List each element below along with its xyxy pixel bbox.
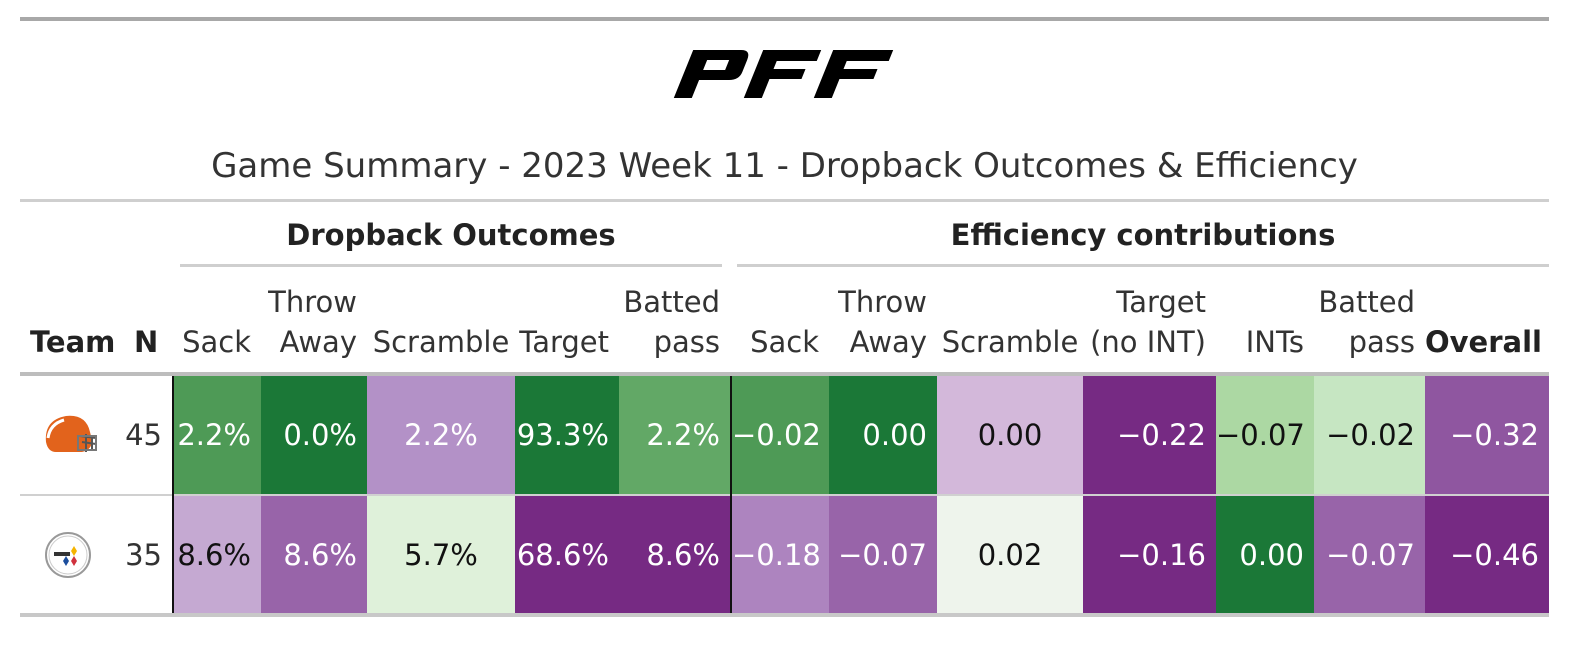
outcome-cell-0: 8.6%: [174, 496, 261, 614]
row-n: 45: [125, 418, 162, 452]
outcome-cell-0: 2.2%: [174, 376, 261, 494]
efficiency-cell-0: −0.18: [732, 496, 829, 614]
efficiency-cell-4: 0.00: [1216, 496, 1314, 614]
efficiency-cell-5: −0.02: [1314, 376, 1425, 494]
efficiency-cell-3: −0.16: [1083, 496, 1216, 614]
outcome-cell-1: 8.6%: [261, 496, 367, 614]
header-efficiency-1-line1: Throw: [838, 285, 927, 319]
header-outcomes-1-line1: Throw: [268, 285, 357, 319]
outcome-cell-4: 8.6%: [619, 496, 730, 614]
header-efficiency-2-line2: Scramble: [941, 325, 1079, 359]
efficiency-cell-5: −0.07: [1314, 496, 1425, 614]
efficiency-cell-0: −0.02: [732, 376, 829, 494]
overall-cell: −0.46: [1425, 496, 1549, 614]
spanner-rule-efficiency: [737, 264, 1549, 267]
efficiency-cell-1: −0.07: [829, 496, 937, 614]
header-overall: Overall: [1425, 325, 1542, 359]
pff-logo-icon: [673, 50, 894, 98]
steelers-logo-icon: [42, 532, 98, 578]
title-rule: [20, 199, 1549, 202]
efficiency-cell-1: 0.00: [829, 376, 937, 494]
header-efficiency-5-line1: Batted: [1318, 285, 1415, 319]
table-row: 35 8.6% 8.6% 5.7% 68.6% 8.6% −0.18 −0.07 0.02 −0.…: [0, 496, 1592, 614]
spanner-dropback-outcomes: Dropback Outcomes: [286, 218, 616, 252]
header-outcomes-3-line2: Target: [519, 325, 609, 359]
header-team: Team: [30, 325, 116, 359]
header-outcomes-0-line2: Sack: [182, 325, 251, 359]
row-n: 35: [125, 538, 162, 572]
outcome-cell-3: 68.6%: [515, 496, 619, 614]
table-title: Game Summary - 2023 Week 11 - Dropback O…: [211, 146, 1358, 186]
efficiency-cell-4: −0.07: [1216, 376, 1314, 494]
divider-middle: [730, 376, 732, 613]
header-efficiency-0-line2: Sack: [750, 325, 819, 359]
header-rule: [20, 372, 1549, 376]
top-rule: [20, 17, 1549, 21]
table-row: 45 2.2% 0.0% 2.2% 93.3% 2.2% −0.02 0.00 0.00 −0.2…: [0, 376, 1592, 494]
efficiency-cell-3: −0.22: [1083, 376, 1216, 494]
outcome-cell-2: 2.2%: [367, 376, 515, 494]
header-outcomes-2-line2: Scramble: [372, 325, 510, 359]
header-outcomes-4-line1: Batted: [623, 285, 720, 319]
header-n: N: [134, 325, 159, 359]
overall-cell: −0.32: [1425, 376, 1549, 494]
spanner-rule-outcomes: [180, 264, 722, 267]
browns-helmet-icon: [42, 412, 98, 458]
header-efficiency-1-line2: Away: [849, 325, 927, 359]
header-efficiency-4-line2: INTs: [1245, 325, 1304, 359]
header-efficiency-5-line2: pass: [1348, 325, 1415, 359]
spanner-efficiency: Efficiency contributions: [950, 218, 1336, 252]
outcome-cell-1: 0.0%: [261, 376, 367, 494]
outcome-cell-2: 5.7%: [367, 496, 515, 614]
header-efficiency-3-line2: (no INT): [1090, 325, 1206, 359]
bottom-rule: [20, 613, 1549, 617]
outcome-cell-3: 93.3%: [515, 376, 619, 494]
row-separator: [20, 494, 1549, 496]
divider-left: [172, 376, 174, 613]
efficiency-cell-2: 0.00: [937, 376, 1083, 494]
efficiency-cell-2: 0.02: [937, 496, 1083, 614]
header-efficiency-3-line1: Target: [1116, 285, 1206, 319]
header-outcomes-4-line2: pass: [653, 325, 720, 359]
outcome-cell-4: 2.2%: [619, 376, 730, 494]
header-outcomes-1-line2: Away: [279, 325, 357, 359]
